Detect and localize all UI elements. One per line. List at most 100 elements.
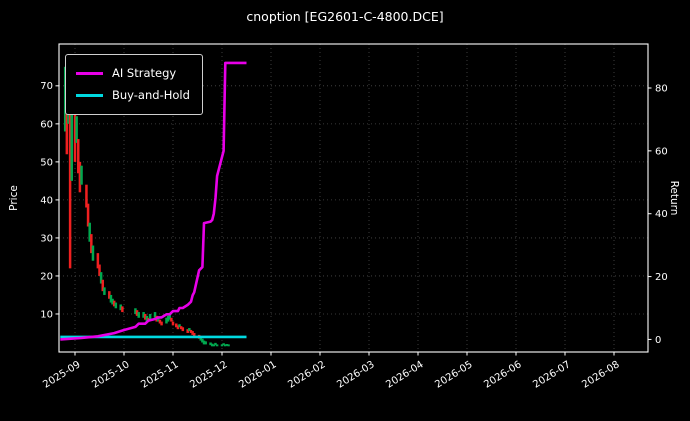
x-tick-label: 2026-07 <box>531 359 572 390</box>
candle-bar <box>165 317 168 324</box>
y-tick-label-price: 60 <box>40 119 53 130</box>
y-tick-label-price: 30 <box>40 233 53 244</box>
candle-bar <box>202 340 206 345</box>
candle-bar <box>175 323 178 328</box>
candle-bar <box>179 326 183 330</box>
candle-bar <box>145 315 149 322</box>
candle-bar <box>153 312 157 318</box>
legend: AI Strategy Buy-and-Hold <box>65 54 203 115</box>
candle-bar <box>191 331 194 335</box>
candle-bar <box>215 344 219 347</box>
candle-bar <box>176 325 180 330</box>
y-tick-label-return: 80 <box>655 83 668 94</box>
candle-bar <box>137 312 140 318</box>
y-tick-label-price: 40 <box>40 195 53 206</box>
candle-bar <box>204 341 207 345</box>
candle-bar <box>142 312 145 318</box>
candle-bar <box>186 329 189 333</box>
x-tick-label: 2026-08 <box>580 359 621 390</box>
candle-bar <box>77 139 80 174</box>
candle-bar <box>65 93 69 155</box>
y-tick-label-return: 20 <box>655 272 668 283</box>
candle-bar <box>75 116 78 143</box>
legend-swatch-ai-strategy <box>76 71 103 75</box>
candle-bar <box>212 344 216 347</box>
y-tick-label-price: 50 <box>40 157 53 168</box>
candle-bar <box>80 165 83 185</box>
candle-bar <box>78 161 82 193</box>
candle-bar <box>112 300 116 307</box>
x-tick-label: 2026-04 <box>384 359 425 390</box>
candle-bar <box>166 315 170 322</box>
candle-bar <box>222 343 225 346</box>
candle-bar <box>199 336 203 341</box>
candle-bar <box>214 342 217 346</box>
candle-bar <box>135 310 139 316</box>
candle-bar <box>91 245 95 261</box>
candle-bar <box>201 338 204 343</box>
candle-bar <box>181 327 185 332</box>
candle-bar <box>209 342 212 346</box>
x-tick-label: 2026-05 <box>433 359 474 390</box>
y-tick-label-return: 40 <box>655 209 668 220</box>
candle-bar <box>148 313 152 320</box>
y-tick-label-return: 60 <box>655 146 668 157</box>
candle-bar <box>158 319 162 324</box>
legend-label-ai-strategy: AI Strategy <box>112 66 177 80</box>
candle-bar <box>68 70 72 269</box>
candle-bar <box>157 317 160 322</box>
candle-bar <box>171 321 175 326</box>
candle-bar <box>109 294 113 303</box>
candle-bar <box>160 321 163 326</box>
y-tick-label-price: 70 <box>40 81 53 92</box>
candlestick-series <box>63 63 230 347</box>
candle-bar <box>119 304 122 311</box>
y-tick-label-return: 0 <box>655 335 661 346</box>
x-tick-label: 2025-11 <box>139 359 180 390</box>
candle-bar <box>220 344 224 347</box>
x-tick-label: 2026-01 <box>237 359 278 390</box>
candle-bar <box>225 344 229 346</box>
x-tick-label: 2026-03 <box>335 359 376 390</box>
candle-bar <box>88 222 91 242</box>
candle-bar <box>85 184 88 208</box>
series-line-ai-strategy <box>60 61 247 341</box>
candle-bar <box>90 234 93 254</box>
candle-bar <box>114 302 118 309</box>
candle-bar <box>134 308 137 314</box>
legend-label-buy-and-hold: Buy-and-Hold <box>112 88 190 102</box>
candle-bar <box>170 317 173 322</box>
x-tick-label: 2026-06 <box>482 359 523 390</box>
candle-bar <box>192 332 196 337</box>
chart-title: cnoption [EG2601-C-4800.DCE] <box>246 9 444 24</box>
x-tick-label: 2025-10 <box>90 359 131 390</box>
candle-bar <box>143 313 147 320</box>
plot-border <box>58 43 649 353</box>
axis-ticks: 10 20 30 40 50 60 70 0 20 40 60 80 2025-09 2025-10 202… <box>40 81 667 390</box>
candle-bar <box>189 329 193 333</box>
candle-bar <box>188 328 191 332</box>
candle-bar <box>99 272 103 284</box>
y-tick-label-price: 10 <box>40 309 53 320</box>
candle-bar <box>178 324 181 328</box>
candle-bar <box>121 306 124 313</box>
candle-bar <box>86 203 90 227</box>
candle-bar <box>103 287 106 295</box>
candle-bar <box>210 343 214 347</box>
candle-bar <box>168 313 171 320</box>
candle-bar <box>96 253 100 269</box>
candle-bar <box>101 279 105 292</box>
candle-bar <box>224 344 227 347</box>
x-tick-label: 2025-12 <box>188 359 229 390</box>
legend-item-buy-and-hold: Buy-and-Hold <box>76 84 190 106</box>
candle-bar <box>111 298 114 305</box>
candle-bar <box>227 344 230 347</box>
grid <box>59 44 648 352</box>
x-tick-label: 2025-09 <box>41 359 82 390</box>
legend-item-ai-strategy: AI Strategy <box>76 62 190 84</box>
candle-bar <box>73 112 77 162</box>
candle-bar <box>108 291 111 299</box>
candle-bar <box>70 101 73 181</box>
